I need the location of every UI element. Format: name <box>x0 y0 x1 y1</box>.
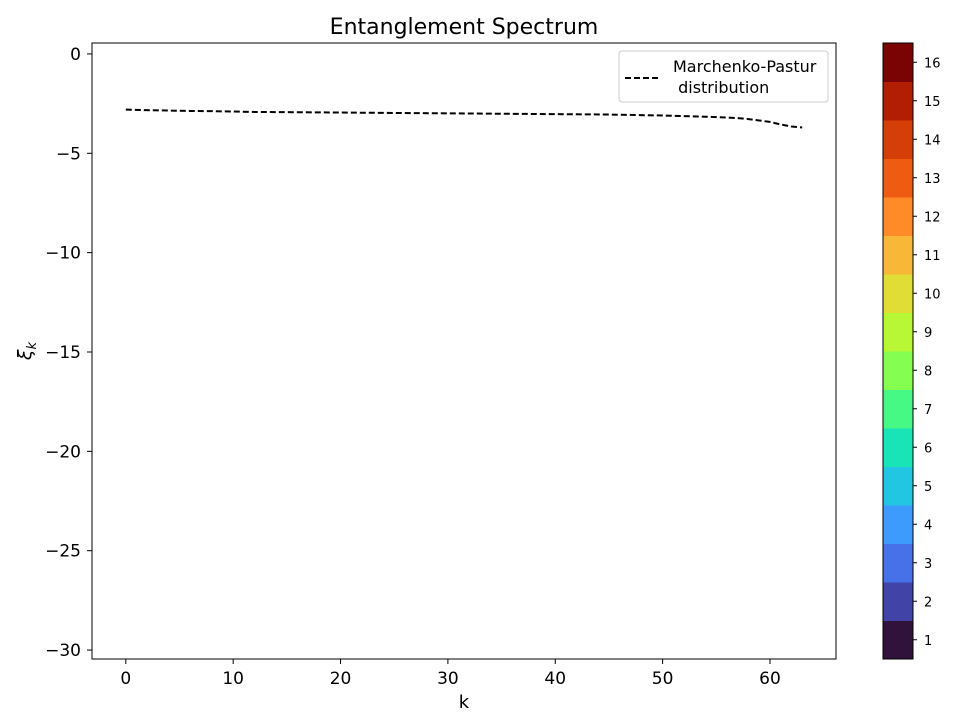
x-tick-label: 20 <box>330 669 352 689</box>
colorbar-segment <box>883 389 913 429</box>
colorbar-tick-label: 6 <box>924 441 932 456</box>
colorbar-tick-label: 12 <box>924 210 941 225</box>
y-axis: 0 −5 −10 −15 −20 −25 −30 <box>45 45 92 661</box>
colorbar-segment <box>883 197 913 236</box>
y-tick-label: −30 <box>45 641 81 661</box>
colorbar-segment <box>883 582 913 621</box>
colorbar-frame <box>882 42 914 660</box>
legend-label: Marchenko-Pastur distribution <box>673 57 817 97</box>
colorbar-tick-label: 11 <box>924 249 941 264</box>
colorbar-tick-label: 2 <box>924 595 932 610</box>
colorbar-segment <box>883 274 913 313</box>
colorbar-segment <box>883 466 913 506</box>
colorbar-segment <box>883 120 913 159</box>
y-tick-label: −10 <box>45 244 81 264</box>
colorbar-tick-label: 9 <box>924 326 932 341</box>
legend-label-line-2: distribution <box>673 78 769 97</box>
colorbar-segment <box>883 158 913 198</box>
plot-area <box>125 108 803 129</box>
colorbar-segment <box>883 620 913 660</box>
x-axis-label: k <box>459 692 470 713</box>
colorbar-segment <box>883 505 913 544</box>
colorbar-tick-label: 1 <box>924 634 932 649</box>
x-tick-label: 60 <box>759 669 781 689</box>
colorbar-segment <box>883 428 913 467</box>
y-tick-label: −25 <box>45 542 81 562</box>
legend-label-line-1: Marchenko-Pastur <box>673 57 817 76</box>
series-line-marchenko-pastur <box>125 108 803 129</box>
colorbar-tick-label: 13 <box>924 172 941 187</box>
colorbar-tick-label: 8 <box>924 364 932 379</box>
colorbar-segment <box>883 81 913 121</box>
x-tick-label: 30 <box>437 669 459 689</box>
colorbar-segment <box>883 43 913 82</box>
x-tick-label: 40 <box>544 669 566 689</box>
x-axis: 0 10 20 30 40 50 60 <box>120 659 781 689</box>
y-axis-label: ξk <box>14 341 40 361</box>
colorbar-tick-label: 14 <box>924 133 941 148</box>
chart-title: Entanglement Spectrum <box>330 15 599 40</box>
y-tick-label: 0 <box>70 45 81 65</box>
y-axis-label-symbol: ξ <box>14 349 36 361</box>
y-tick-label: −15 <box>45 343 81 363</box>
colorbar-segment <box>883 351 913 390</box>
colorbar-segment <box>883 312 913 352</box>
x-tick-label: 10 <box>222 669 244 689</box>
y-axis-label-subscript: k <box>25 341 40 349</box>
colorbar-segment <box>883 543 913 583</box>
colorbar-segment <box>883 235 913 275</box>
colorbar-tick-label: 4 <box>924 518 932 533</box>
colorbar-tick-label: 16 <box>924 56 941 71</box>
colorbar-tick-label: 10 <box>924 287 941 302</box>
legend-box <box>618 50 829 103</box>
x-tick-label: 50 <box>652 669 674 689</box>
colorbar-tick-label: 7 <box>924 403 932 418</box>
y-tick-label: −5 <box>56 144 81 164</box>
colorbar-tick-label: 5 <box>924 480 932 495</box>
plot-frame <box>91 42 837 660</box>
colorbar-tick-label: 15 <box>924 95 941 110</box>
y-tick-label: −20 <box>45 442 81 462</box>
colorbar-tick-label: 3 <box>924 557 932 572</box>
x-tick-label: 0 <box>120 669 131 689</box>
legend: Marchenko-Pastur distribution <box>618 50 829 103</box>
